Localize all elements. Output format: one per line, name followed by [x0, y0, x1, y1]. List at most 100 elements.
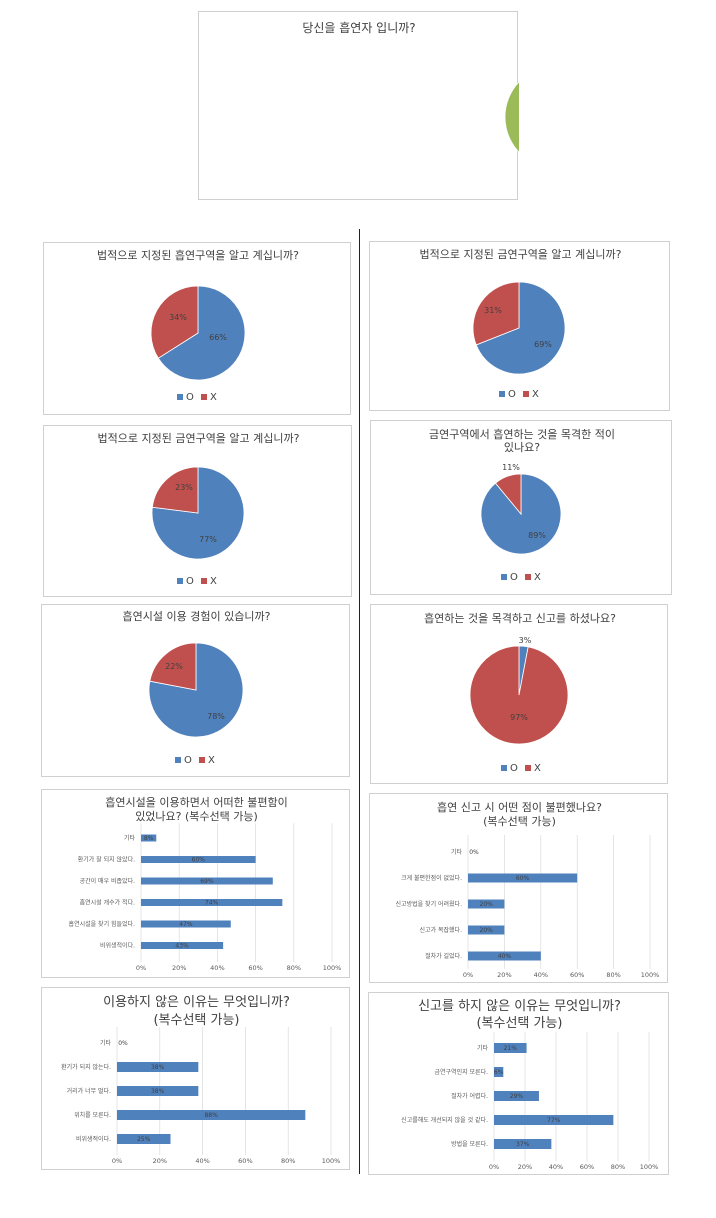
category-label: 비위생적이다. [100, 942, 135, 950]
data-label: 3% [519, 636, 532, 645]
pie-slice-x [469, 645, 569, 745]
data-label: 23% [175, 483, 193, 492]
category-label: 기타 [451, 848, 463, 856]
chart-reasons-not-using: 이용하지 않은 이유는 무엇입니까? (복수선택 가능) 0% 20% 40% 60% 80… [41, 987, 350, 1170]
chart-svg: 법적으로 지정된 흡연구역을 알고 계십니까? 66% 34% O X [97, 248, 299, 403]
data-label: 38% [151, 1064, 165, 1071]
bar [141, 920, 231, 928]
legend-swatch [199, 757, 205, 763]
data-label: 29% [510, 1093, 524, 1100]
legend-swatch [501, 765, 507, 771]
bar [141, 899, 283, 906]
data-label: 89% [528, 531, 546, 540]
legend-label: O [186, 576, 194, 587]
data-label: 40% [498, 953, 512, 960]
category-label: 크게 불편한점이 없었다. [401, 874, 462, 882]
data-label: 37% [516, 1141, 530, 1148]
data-label: 6% [494, 1069, 504, 1076]
category-label: 신고를해도 개선되지 않을 것 같다. [401, 1116, 488, 1124]
chart-nonsmoking-area-awareness-1: 법적으로 지정된 금연구역을 알고 계십니까? 69% 31% O X [369, 241, 670, 411]
category-label: 절차가 길었다. [425, 952, 462, 960]
chart-svg: 흡연 신고 시 어떤 점이 불편했나요?(복수선택 가능) 0% 20% 40% 60%… [396, 800, 660, 979]
bar [117, 1110, 306, 1120]
legend-label: O [510, 572, 518, 583]
tick-label: 0% [463, 971, 473, 979]
data-label: 77% [199, 535, 217, 544]
chart-svg: 흡연시설 이용 경험이 있습니까? 78% 22% O X [123, 609, 271, 766]
bar [117, 1134, 171, 1144]
data-label: 47% [179, 921, 193, 928]
bar [141, 856, 256, 863]
pie-slice-x [151, 466, 199, 514]
tick-label: 40% [534, 971, 548, 979]
legend-label: X [210, 576, 217, 587]
category-label: 비위생적이다. [76, 1135, 111, 1143]
legend-swatch [501, 574, 507, 580]
chart-svg: 당신을 흡연자 입니까?27%73%OX [302, 21, 519, 153]
chart-reasons-not-reporting: 신고를 하지 않은 이유는 무엇입니까? (복수선택 가능) 0% 20% 40% 60%… [368, 992, 669, 1175]
legend-swatch [201, 578, 207, 584]
category-label: 신고가 복잡했다. [420, 926, 463, 934]
data-label: 78% [207, 712, 225, 721]
tick-label: 20% [497, 971, 511, 979]
tick-label: 20% [153, 1157, 167, 1165]
chart-svg: 이용하지 않은 이유는 무엇입니까? (복수선택 가능) 0% 20% 40% 60% 80… [61, 995, 340, 1165]
legend-swatch [523, 391, 529, 397]
data-label: 8% [144, 835, 154, 842]
bar [141, 877, 273, 885]
bar [494, 1139, 552, 1149]
data-label: 11% [502, 463, 520, 472]
pie-slice-x [149, 642, 197, 691]
tick-label: 60% [570, 971, 584, 979]
category-label: 신고방법을 찾기 어려웠다. [396, 900, 463, 908]
pie-slice-x [504, 81, 519, 153]
chart-title: 당신을 흡연자 입니까? [302, 21, 415, 35]
chart-title: 신고를 하지 않은 이유는 무엇입니까? [418, 999, 621, 1014]
bar [468, 951, 541, 961]
category-label: 흡연시설을 찾기 힘들었다. [69, 920, 136, 928]
bar [494, 1115, 614, 1125]
tick-label: 100% [640, 1163, 659, 1171]
legend-swatch [525, 765, 531, 771]
category-label: 위치를 모른다. [74, 1111, 111, 1119]
data-label: 88% [204, 1112, 218, 1119]
tick-label: 20% [518, 1163, 532, 1171]
chart-title: 법적으로 지정된 금연구역을 알고 계십니까? [98, 431, 300, 445]
chart-svg: 흡연하는 것을 목격하고 신고를 하셨나요? 3% 97% O X [424, 611, 616, 774]
legend-label: X [534, 763, 541, 774]
category-label: 공간이 매우 비좁았다. [80, 877, 135, 885]
data-label: 21% [504, 1045, 518, 1052]
legend-swatch [175, 757, 181, 763]
tick-label: 0% [112, 1157, 122, 1165]
legend-swatch [177, 394, 183, 400]
tick-label: 0% [489, 1163, 499, 1171]
legend-label: O [508, 389, 516, 400]
pie-slice-x [494, 473, 522, 516]
legend-label: X [208, 755, 215, 766]
tick-label: 0% [136, 964, 146, 972]
chart-title: 흡연시설을 이용하면서 어떠한 불편함이 [105, 795, 288, 809]
chart-title: (복수선택 가능) [153, 1013, 239, 1028]
chart-title: 흡연 신고 시 어떤 점이 불편했나요? [437, 800, 602, 814]
data-label: 34% [169, 313, 187, 322]
category-label: 흡연시설 개수가 적다. [80, 899, 135, 907]
chart-witnessed-smoking: 금연구역에서 흡연하는 것을 목격한 적이 있나요? 89% 11% O X [370, 420, 672, 595]
tick-label: 40% [195, 1157, 209, 1165]
legend-swatch [177, 578, 183, 584]
chart-smoker: 당신을 흡연자 입니까?27%73%OX [198, 11, 519, 200]
bar [468, 873, 578, 883]
legend-label: X [534, 572, 541, 583]
pie-slice-x [150, 285, 199, 359]
center-divider [359, 229, 360, 1174]
data-label: 38% [151, 1088, 165, 1095]
tick-label: 40% [210, 964, 224, 972]
data-label: 0% [469, 849, 479, 856]
tick-label: 80% [606, 971, 620, 979]
data-label: 60% [516, 875, 530, 882]
bar [117, 1086, 199, 1096]
chart-title: (복수선택 가능) [476, 1016, 562, 1031]
legend-swatch [525, 574, 531, 580]
chart-title: 금연구역에서 흡연하는 것을 목격한 적이 [429, 427, 615, 441]
chart-title: 이용하지 않은 이유는 무엇입니까? [103, 995, 290, 1010]
